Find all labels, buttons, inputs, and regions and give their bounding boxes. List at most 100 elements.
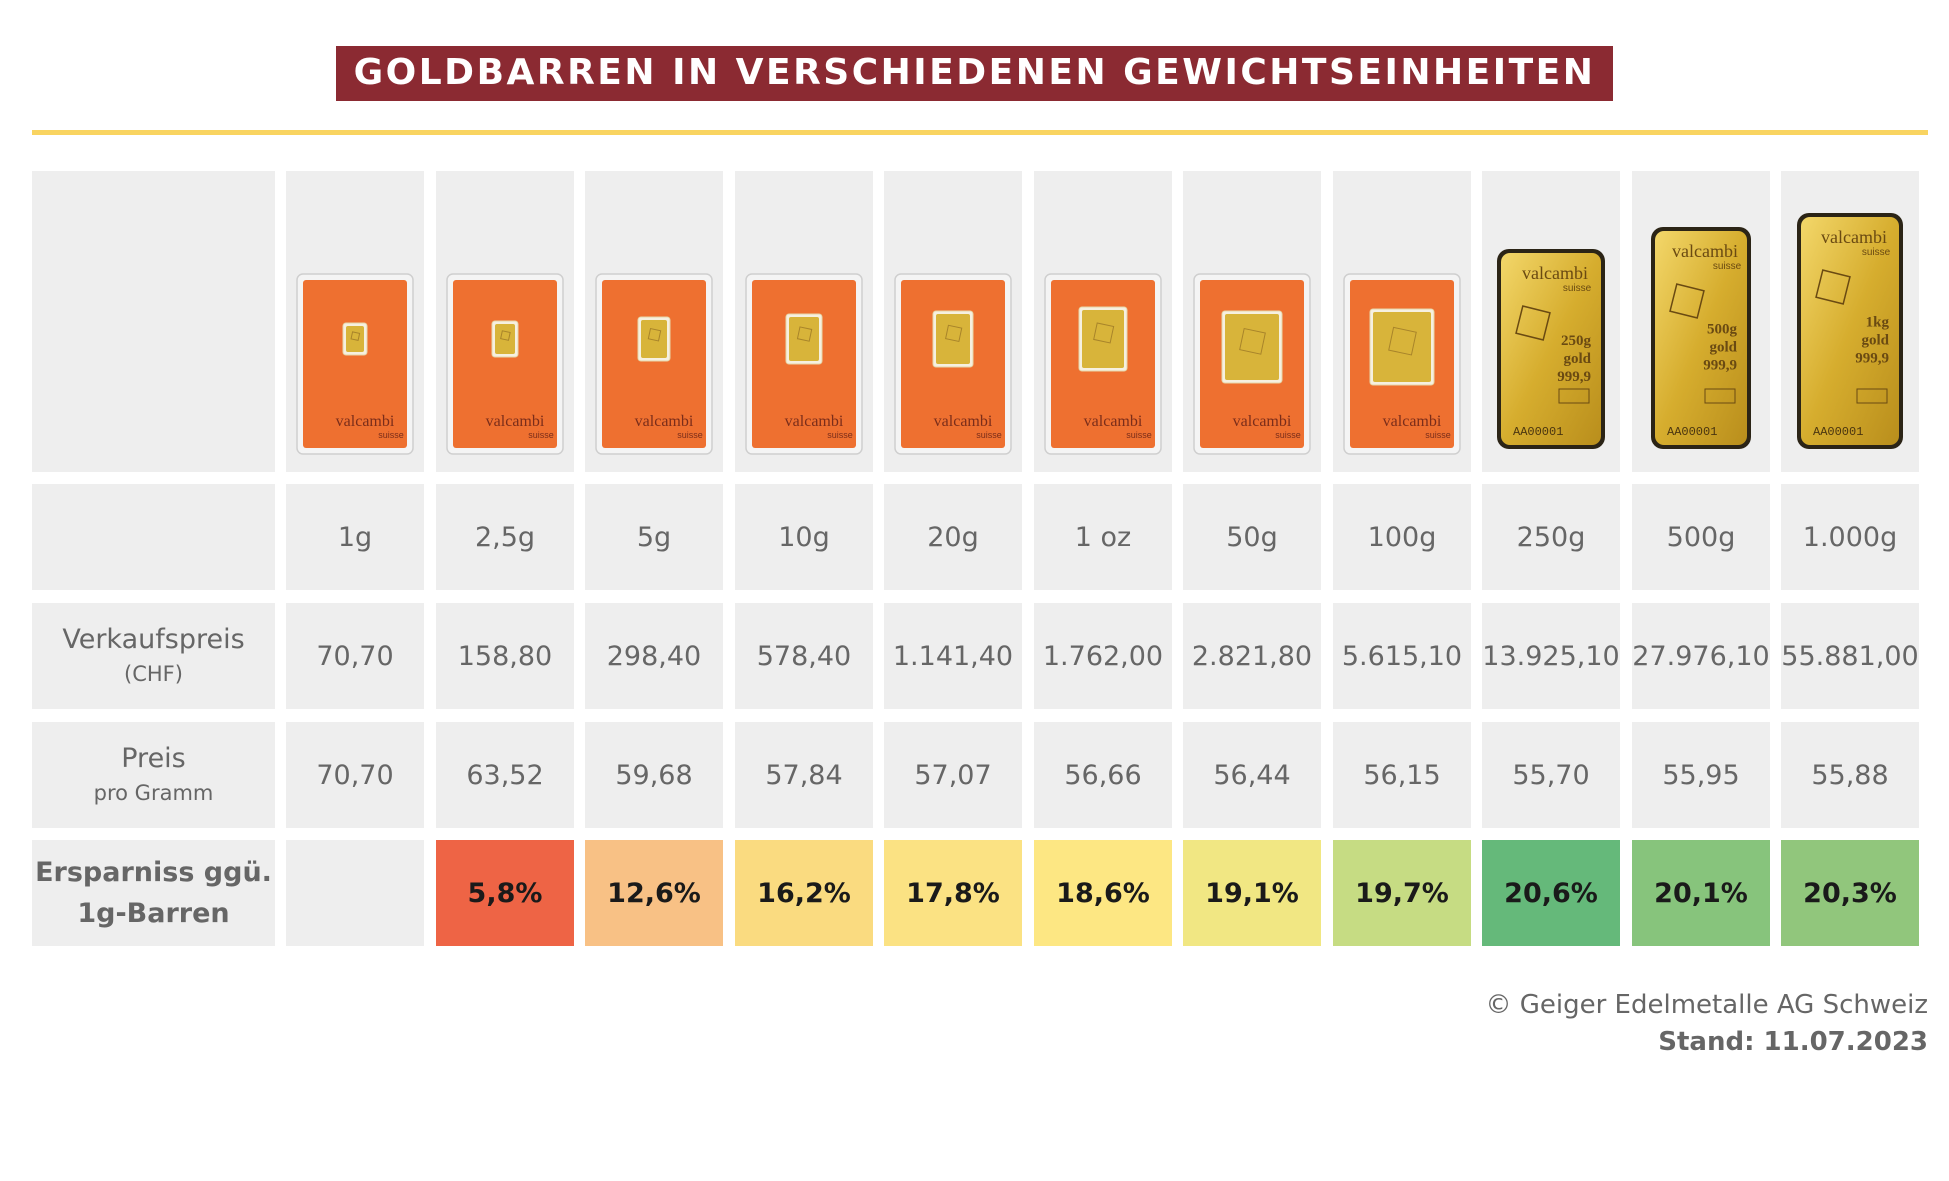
bar-image-cell: valcambi suisse 250g gold 999,9 AA00001 bbox=[1482, 171, 1620, 472]
brand-text: valcambi bbox=[934, 413, 993, 430]
brand-text: valcambi bbox=[1821, 227, 1887, 247]
verkaufspreis-value: 13.925,10 bbox=[1482, 640, 1620, 672]
bar-serial-text: AA00001 bbox=[1667, 425, 1717, 439]
weight-label: 1g bbox=[337, 521, 373, 553]
preis-pro-gramm-cell: 56,44 bbox=[1183, 722, 1321, 828]
stand-date: Stand: 11.07.2023 bbox=[1658, 1027, 1928, 1057]
bar-image-cell: valcambi suisse bbox=[436, 171, 574, 472]
ersparniss-cell: 16,2% bbox=[735, 840, 873, 946]
bar-serial-text: AA00001 bbox=[1513, 425, 1563, 439]
brand-subtext: suisse bbox=[1425, 430, 1451, 440]
verkaufspreis-value: 1.141,40 bbox=[892, 640, 1014, 672]
page-title: GOLDBARREN IN VERSCHIEDENEN GEWICHTSEINH… bbox=[335, 46, 1614, 101]
preis-pro-gramm-value: 55,95 bbox=[1662, 759, 1740, 791]
ersparniss-value: 19,7% bbox=[1355, 877, 1449, 909]
brand-subtext: suisse bbox=[528, 430, 554, 440]
weight-label: 50g bbox=[1226, 521, 1278, 553]
brand-subtext: suisse bbox=[1126, 430, 1152, 440]
weight-cell: 1g bbox=[286, 484, 424, 590]
verkaufspreis-cell: 70,70 bbox=[286, 603, 424, 709]
weight-label: 20g bbox=[927, 521, 979, 553]
verkaufspreis-cell: 27.976,10 bbox=[1632, 603, 1770, 709]
bar-stamp-text: 999,9 bbox=[1703, 358, 1737, 374]
preis-pro-gramm-value: 56,44 bbox=[1213, 759, 1291, 791]
brand-text: valcambi bbox=[1383, 413, 1442, 430]
preis-pro-gramm-cell: 63,52 bbox=[436, 722, 574, 828]
brand-text: valcambi bbox=[1084, 413, 1143, 430]
brand-text: valcambi bbox=[1672, 241, 1738, 261]
verkaufspreis-value: 27.976,10 bbox=[1632, 640, 1770, 672]
weight-cell: 1 oz bbox=[1034, 484, 1172, 590]
verkaufspreis-cell: 298,40 bbox=[585, 603, 723, 709]
weight-label: 250g bbox=[1516, 521, 1586, 553]
verkaufspreis-cell: 13.925,10 bbox=[1482, 603, 1620, 709]
preis-pro-gramm-cell: 55,70 bbox=[1482, 722, 1620, 828]
ersparniss-value: 19,1% bbox=[1205, 877, 1299, 909]
weight-cell: 1.000g bbox=[1781, 484, 1919, 590]
bar-image-cell: valcambi suisse bbox=[286, 171, 424, 472]
brand-subtext: suisse bbox=[1563, 283, 1592, 294]
ersparniss-value: 17,8% bbox=[906, 877, 1000, 909]
ersparniss-cell: 19,7% bbox=[1333, 840, 1471, 946]
title-wrap: GOLDBARREN IN VERSCHIEDENEN GEWICHTSEINH… bbox=[0, 46, 1949, 101]
bar-image-cell: valcambi suisse bbox=[1333, 171, 1471, 472]
preis-pro-gramm-value: 55,70 bbox=[1512, 759, 1590, 791]
ersparniss-value: 12,6% bbox=[607, 877, 701, 909]
preis-pro-gramm-cell: 57,84 bbox=[735, 722, 873, 828]
verkaufspreis-value: 1.762,00 bbox=[1042, 640, 1164, 672]
weight-label: 500g bbox=[1666, 521, 1736, 553]
ersparniss-value: 20,1% bbox=[1654, 877, 1748, 909]
preis-pro-gramm-value: 57,07 bbox=[914, 759, 992, 791]
bar-image-cell: valcambi suisse bbox=[884, 171, 1022, 472]
verkaufspreis-cell: 578,40 bbox=[735, 603, 873, 709]
ersparniss-cell: 12,6% bbox=[585, 840, 723, 946]
weight-cell: 100g bbox=[1333, 484, 1471, 590]
row-label-verkaufspreis: Verkaufspreis (CHF) bbox=[32, 603, 275, 709]
weight-label: 100g bbox=[1367, 521, 1437, 553]
ersparniss-cell bbox=[286, 840, 424, 946]
brand-text: valcambi bbox=[1522, 263, 1588, 283]
bar-image-cell: valcambi suisse 1kg gold 999,9 AA00001 bbox=[1781, 171, 1919, 472]
verkaufspreis-value: 2.821,80 bbox=[1191, 640, 1313, 672]
preis-pro-gramm-cell: 59,68 bbox=[585, 722, 723, 828]
verkaufspreis-value: 158,80 bbox=[457, 640, 553, 672]
row-label-subtitle: pro Gramm bbox=[93, 781, 214, 805]
ersparniss-value: 16,2% bbox=[757, 877, 851, 909]
preis-pro-gramm-cell: 55,88 bbox=[1781, 722, 1919, 828]
brand-subtext: suisse bbox=[677, 430, 703, 440]
ersparniss-value: 5,8% bbox=[467, 877, 543, 909]
preis-pro-gramm-value: 56,15 bbox=[1363, 759, 1441, 791]
brand-text: valcambi bbox=[635, 413, 694, 430]
bar-serial-text: AA00001 bbox=[1813, 425, 1863, 439]
weight-cell: 500g bbox=[1632, 484, 1770, 590]
weight-label: 10g bbox=[778, 521, 830, 553]
label-cell-weights bbox=[32, 484, 275, 590]
verkaufspreis-value: 55.881,00 bbox=[1781, 640, 1919, 672]
weight-cell: 10g bbox=[735, 484, 873, 590]
weight-label: 1.000g bbox=[1802, 521, 1898, 553]
verkaufspreis-value: 298,40 bbox=[606, 640, 702, 672]
label-cell-images bbox=[32, 171, 275, 472]
verkaufspreis-value: 5.615,10 bbox=[1341, 640, 1463, 672]
preis-pro-gramm-value: 70,70 bbox=[316, 759, 394, 791]
bar-image-cell: valcambi suisse bbox=[585, 171, 723, 472]
ersparniss-cell: 18,6% bbox=[1034, 840, 1172, 946]
verkaufspreis-cell: 1.141,40 bbox=[884, 603, 1022, 709]
preis-pro-gramm-cell: 56,15 bbox=[1333, 722, 1471, 828]
ersparniss-value: 18,6% bbox=[1056, 877, 1150, 909]
ersparniss-cell: 20,3% bbox=[1781, 840, 1919, 946]
preis-pro-gramm-cell: 57,07 bbox=[884, 722, 1022, 828]
ersparniss-cell: 5,8% bbox=[436, 840, 574, 946]
preis-pro-gramm-value: 57,84 bbox=[765, 759, 843, 791]
bar-image-cell: valcambi suisse bbox=[1034, 171, 1172, 472]
preis-pro-gramm-cell: 55,95 bbox=[1632, 722, 1770, 828]
weight-cell: 2,5g bbox=[436, 484, 574, 590]
ersparniss-value: 20,3% bbox=[1803, 877, 1897, 909]
brand-text: valcambi bbox=[486, 413, 545, 430]
